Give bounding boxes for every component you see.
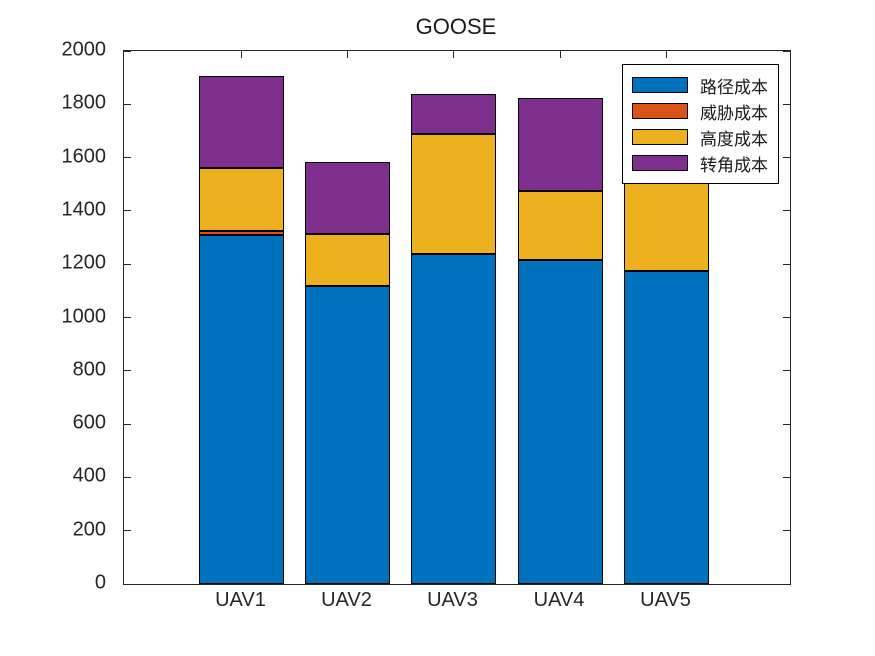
x-tick-label: UAV4 bbox=[533, 589, 585, 611]
x-tick-label: UAV3 bbox=[427, 589, 478, 611]
y-tick-mark bbox=[124, 50, 131, 52]
bar-segment-uav5-series bbox=[624, 174, 709, 271]
bar-segment-uav1-series bbox=[198, 168, 284, 231]
y-tick-mark bbox=[783, 103, 790, 105]
legend-label: 高度成本 bbox=[700, 129, 768, 149]
legend-item: 高度成本 bbox=[632, 124, 768, 150]
bar-segment-uav3-series bbox=[410, 133, 496, 254]
bar-segment-uav4-series bbox=[517, 190, 603, 261]
y-tick-mark bbox=[783, 583, 790, 585]
y-tick-label: 1000 bbox=[61, 305, 107, 327]
y-tick-label: 200 bbox=[72, 518, 106, 541]
y-tick-mark bbox=[124, 583, 131, 585]
bar-uav1 bbox=[198, 51, 284, 584]
legend-swatch-icon bbox=[632, 129, 688, 145]
bar-uav5 bbox=[624, 51, 709, 584]
bar-uav4 bbox=[517, 51, 603, 584]
y-tick-mark bbox=[124, 157, 131, 159]
y-tick-mark bbox=[124, 210, 131, 212]
y-tick-mark bbox=[124, 423, 131, 425]
bar-segment-uav3-series bbox=[410, 253, 496, 584]
y-tick-mark bbox=[783, 476, 790, 478]
y-tick-label: 0 bbox=[94, 571, 106, 594]
y-axis-tick-labels: 0 200 400 600 800 1000 1200 1400 1600 1800 2000 bbox=[0, 39, 113, 594]
bar-segment-uav4-series bbox=[517, 97, 603, 191]
y-tick-mark bbox=[124, 263, 131, 265]
legend-swatch-icon bbox=[632, 103, 688, 119]
bar-uav2 bbox=[305, 51, 390, 584]
y-tick-mark bbox=[783, 530, 790, 532]
x-tick-mark bbox=[240, 51, 242, 58]
y-tick-label: 600 bbox=[72, 411, 106, 434]
bar-segment-uav1-series bbox=[198, 76, 284, 169]
y-tick-label: 800 bbox=[72, 358, 106, 381]
y-tick-mark bbox=[783, 317, 790, 318]
y-tick-mark bbox=[783, 423, 790, 425]
y-tick-label: 1800 bbox=[61, 91, 107, 114]
y-tick-label: 2000 bbox=[61, 38, 107, 61]
x-tick-mark bbox=[559, 51, 561, 58]
legend: 路径成本威胁成本高度成本转角成本 bbox=[622, 64, 779, 184]
x-tick-label: UAV1 bbox=[215, 589, 266, 611]
y-tick-mark bbox=[124, 370, 131, 372]
bar-segment-uav2-series bbox=[305, 285, 390, 584]
legend-label: 威胁成本 bbox=[700, 103, 768, 123]
x-tick-label: UAV5 bbox=[640, 589, 691, 611]
legend-swatch-icon bbox=[632, 155, 688, 171]
bar-segment-uav1-series bbox=[198, 234, 284, 584]
x-tick-mark bbox=[347, 51, 348, 58]
y-tick-label: 400 bbox=[72, 464, 106, 487]
y-tick-label: 1400 bbox=[61, 198, 107, 221]
y-tick-mark bbox=[124, 476, 131, 478]
bar-segment-uav1-series bbox=[198, 230, 284, 235]
bar-segment-uav2-series bbox=[305, 233, 390, 286]
bar-segment-uav5-series bbox=[624, 270, 709, 584]
x-axis-tick-labels: UAV1 UAV2 UAV3 UAV4 UAV5 bbox=[123, 589, 789, 617]
bar-segment-uav4-series bbox=[517, 260, 603, 584]
y-tick-mark bbox=[124, 530, 131, 532]
x-tick-mark bbox=[452, 51, 454, 58]
legend-label: 转角成本 bbox=[700, 155, 768, 175]
legend-item: 路径成本 bbox=[632, 72, 768, 98]
y-tick-mark bbox=[124, 317, 131, 318]
bar-segment-uav2-series bbox=[305, 161, 390, 234]
plot-area: 路径成本威胁成本高度成本转角成本 bbox=[123, 50, 791, 585]
legend-label: 路径成本 bbox=[700, 77, 768, 97]
y-tick-mark bbox=[783, 50, 790, 52]
bar-uav3 bbox=[410, 51, 496, 584]
legend-swatch-icon bbox=[632, 77, 688, 93]
chart-title: GOOSE bbox=[415, 14, 497, 39]
y-tick-mark bbox=[783, 370, 790, 372]
y-tick-mark bbox=[783, 157, 790, 159]
legend-item: 转角成本 bbox=[632, 150, 768, 176]
x-tick-label: UAV2 bbox=[321, 589, 372, 611]
y-tick-mark bbox=[124, 103, 131, 105]
y-tick-mark bbox=[783, 263, 790, 265]
y-tick-label: 1200 bbox=[61, 251, 107, 274]
legend-item: 威胁成本 bbox=[632, 98, 768, 124]
y-tick-mark bbox=[783, 210, 790, 212]
bar-segment-uav3-series bbox=[410, 93, 496, 134]
x-tick-mark bbox=[666, 51, 668, 58]
y-tick-label: 1600 bbox=[61, 145, 107, 168]
